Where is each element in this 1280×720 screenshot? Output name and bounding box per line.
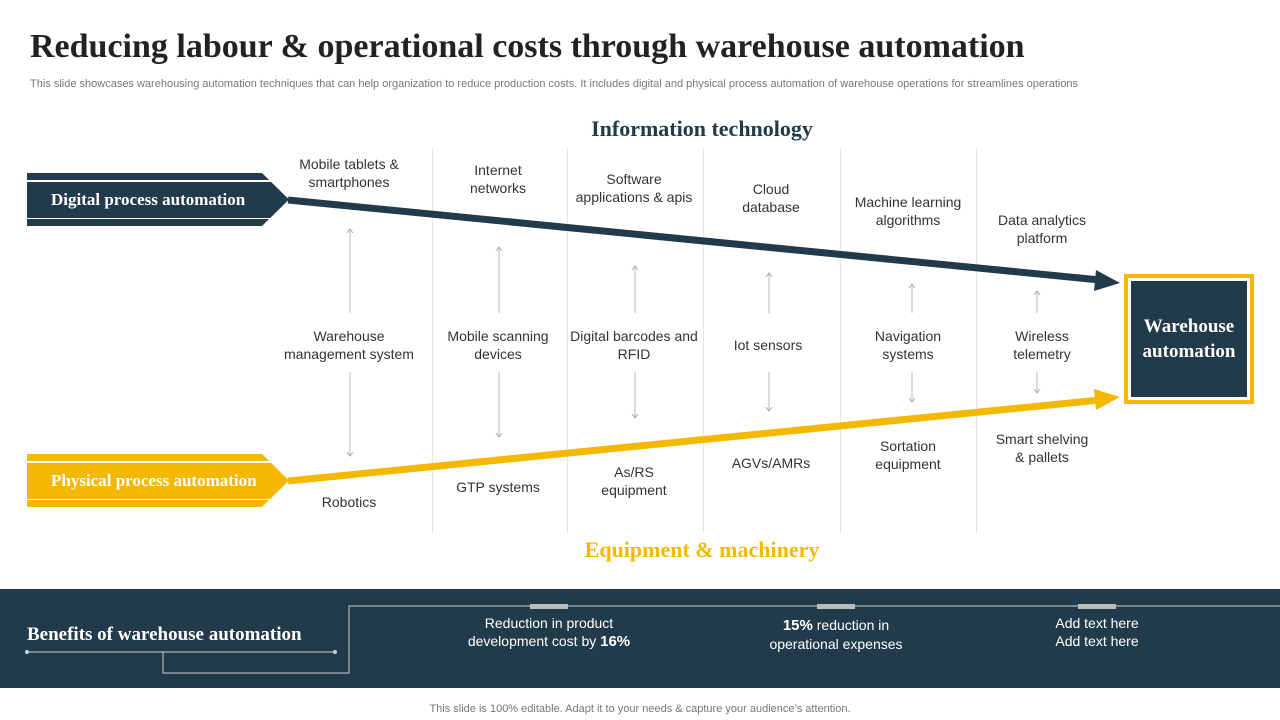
column-divider bbox=[432, 148, 433, 533]
column-divider bbox=[840, 148, 841, 533]
benefit-item: Add text here Add text here bbox=[977, 614, 1217, 650]
column-middle-text: Wireless telemetry bbox=[1013, 328, 1071, 362]
column-top-text: Software applications & apis bbox=[575, 171, 693, 205]
benefit-marker bbox=[1078, 604, 1116, 609]
benefit-value: 16% bbox=[600, 633, 631, 650]
column-middle-text: Navigation systems bbox=[874, 328, 942, 362]
column-top-text: Mobile tablets & smartphones bbox=[299, 156, 399, 190]
page-title: Reducing labour & operational costs thro… bbox=[30, 28, 1025, 65]
column-top-text: Cloud database bbox=[742, 181, 800, 215]
digital-arrowhead-icon bbox=[1094, 270, 1120, 291]
column-bottom-text: Sortation equipment bbox=[875, 438, 941, 472]
benefit-marker bbox=[530, 604, 568, 609]
benefit-text: Reduction in product development cost by bbox=[467, 615, 614, 649]
connector-arrows bbox=[350, 229, 1037, 456]
column-bottom-text: Smart shelving & pallets bbox=[995, 431, 1089, 465]
warehouse-automation-label: Warehouse automation bbox=[1131, 281, 1247, 397]
physical-process-tag: Physical process automation bbox=[27, 454, 289, 507]
column-bottom-text: GTP systems bbox=[456, 479, 540, 495]
benefit-item: 15% reduction in operational expenses bbox=[716, 616, 956, 653]
section-title-equipment: Equipment & machinery bbox=[584, 537, 820, 562]
physical-process-label: Physical process automation bbox=[51, 470, 257, 490]
column-middle-text: Warehouse management system bbox=[284, 328, 414, 362]
benefit-text: reduction in operational expenses bbox=[769, 617, 903, 652]
digital-flow-line bbox=[287, 196, 1101, 284]
section-title-it: Information technology bbox=[591, 116, 813, 141]
benefits-connectors bbox=[25, 605, 1280, 674]
physical-flow-line bbox=[287, 396, 1101, 485]
column-middle-text: Iot sensors bbox=[733, 337, 803, 353]
column-bottom-text: Robotics bbox=[321, 494, 377, 510]
benefit-item: Reduction in product development cost by… bbox=[429, 614, 669, 651]
digital-process-label: Digital process automation bbox=[51, 189, 246, 209]
column-middle-text: Digital barcodes and RFID bbox=[570, 328, 698, 362]
column-divider bbox=[567, 148, 568, 533]
column-bottom-text: As/RS equipment bbox=[601, 464, 667, 498]
benefit-marker bbox=[817, 604, 855, 609]
footer-note: This slide is 100% editable. Adapt it to… bbox=[429, 703, 851, 715]
column-top-text: Machine learning algorithms bbox=[854, 194, 962, 228]
benefit-value: 15% bbox=[782, 617, 813, 634]
column-divider bbox=[976, 148, 977, 533]
column-bottom-text: AGVs/AMRs bbox=[731, 455, 811, 471]
benefit-text: Add text here Add text here bbox=[1055, 615, 1139, 649]
benefits-heading: Benefits of warehouse automation bbox=[27, 624, 302, 645]
physical-arrowhead-icon bbox=[1094, 389, 1120, 410]
page-subtitle: This slide showcases warehousing automat… bbox=[30, 78, 1079, 90]
column-middle-text: Mobile scanning devices bbox=[447, 328, 549, 362]
flow-diagram bbox=[287, 196, 1120, 485]
digital-process-tag: Digital process automation bbox=[27, 173, 289, 226]
column-top-text: Data analytics platform bbox=[998, 212, 1086, 246]
warehouse-automation-box: Warehouse automation bbox=[1124, 274, 1254, 404]
column-top-text: Internet networks bbox=[469, 162, 527, 196]
column-divider bbox=[703, 148, 704, 533]
